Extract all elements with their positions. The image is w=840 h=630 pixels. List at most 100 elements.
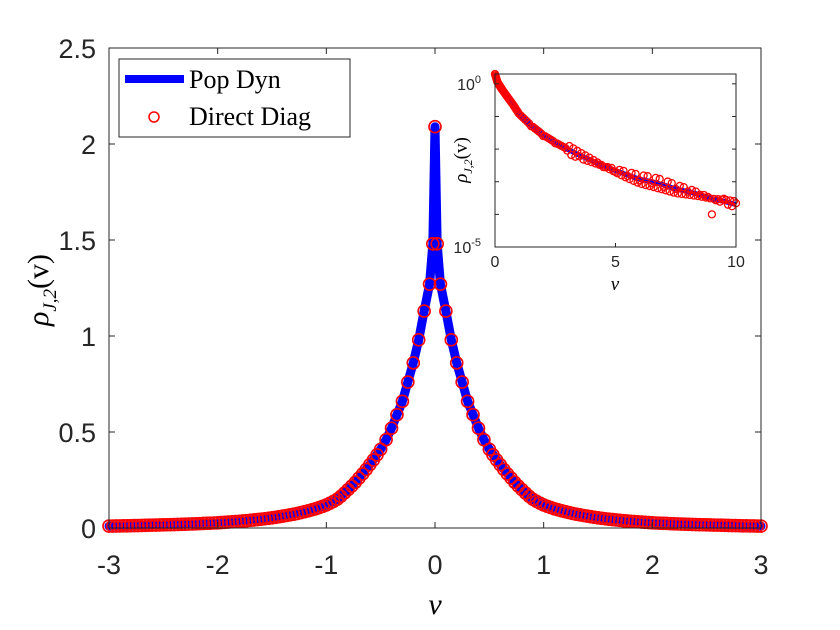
pop-dyn-line xyxy=(104,122,766,531)
inset-direct-diag-point xyxy=(522,117,532,126)
direct-diag-point xyxy=(178,517,192,531)
direct-diag-point xyxy=(736,518,750,533)
direct-diag-point xyxy=(649,516,663,530)
direct-diag-point xyxy=(113,519,127,533)
direct-diag-point xyxy=(207,516,221,530)
y-tick-label: 2 xyxy=(81,130,96,160)
direct-diag-point xyxy=(430,237,444,251)
direct-diag-point xyxy=(455,375,469,389)
direct-diag-point xyxy=(511,479,526,493)
inset-x-tick-label: 10 xyxy=(727,254,745,271)
legend: Pop Dyn Direct Diag xyxy=(118,58,351,138)
direct-diag-point xyxy=(411,333,426,347)
direct-diag-point xyxy=(428,119,442,134)
legend-direct-diag-marker xyxy=(148,111,160,123)
inset-direct-diag-point xyxy=(637,179,646,189)
tick-exponent: -5 xyxy=(471,237,481,249)
inset-direct-diag-point xyxy=(675,181,684,191)
direct-diag-point xyxy=(656,516,671,531)
direct-diag-point xyxy=(192,516,207,531)
direct-diag-point xyxy=(390,407,404,422)
inset-direct-diag-point xyxy=(611,167,620,177)
inset-direct-diag-point xyxy=(655,174,664,184)
direct-diag-point xyxy=(384,421,399,435)
direct-diag-point xyxy=(460,394,475,409)
direct-diag-point xyxy=(710,518,725,532)
direct-diag-point xyxy=(696,517,710,532)
direct-diag-point xyxy=(681,517,696,532)
inset-y-label-arg: (v) xyxy=(451,137,472,159)
direct-diag-point xyxy=(439,304,453,318)
inset-y-axis-label: ρJ,2(v) xyxy=(451,137,475,184)
direct-diag-point xyxy=(174,517,189,532)
inset-y-tick-label: 10-5 xyxy=(453,237,481,257)
direct-diag-point xyxy=(189,516,203,531)
direct-diag-point xyxy=(417,304,431,318)
x-tick-label: -1 xyxy=(314,550,338,580)
y-tick-label: 1.5 xyxy=(58,226,96,256)
legend-pop-dyn-label: Pop Dyn xyxy=(189,65,281,94)
direct-diag-point xyxy=(355,467,370,481)
direct-diag-point xyxy=(660,516,674,531)
direct-diag-point xyxy=(667,516,681,531)
direct-diag-point xyxy=(142,518,156,533)
inset-direct-diag-point xyxy=(581,151,590,160)
inset-direct-diag-point xyxy=(569,144,578,153)
y-label-arg: (v) xyxy=(22,254,55,289)
tick-base: 10 xyxy=(457,77,475,94)
inset-background xyxy=(495,74,736,247)
inset-direct-diag-point xyxy=(653,184,662,193)
direct-diag-point xyxy=(674,517,689,531)
direct-diag-point xyxy=(401,375,415,389)
direct-diag-point xyxy=(497,462,511,477)
inset-direct-diag-point xyxy=(633,178,642,187)
direct-diag-point xyxy=(714,518,728,533)
direct-diag-point xyxy=(152,518,167,532)
inset-direct-diag-point xyxy=(639,171,648,180)
direct-diag-point xyxy=(670,517,685,531)
direct-diag-point xyxy=(725,518,739,533)
inset-direct-diag-point xyxy=(621,173,630,182)
inset-direct-diag-point xyxy=(673,189,682,198)
y-label-rho: ρ xyxy=(22,312,55,327)
direct-diag-point xyxy=(131,518,145,533)
direct-diag-point xyxy=(109,519,124,533)
direct-diag-point xyxy=(145,518,160,532)
direct-diag-point xyxy=(352,471,366,485)
inset-direct-diag-point xyxy=(565,141,574,151)
direct-diag-point xyxy=(395,394,410,409)
direct-diag-point xyxy=(688,517,703,532)
direct-diag-point xyxy=(504,471,518,485)
direct-diag-point xyxy=(721,518,736,533)
inset-direct-diag-point xyxy=(689,191,698,200)
tick-exponent: 0 xyxy=(475,74,481,86)
inset-direct-diag-point xyxy=(657,185,666,194)
inset-x-tick-label: 5 xyxy=(611,254,620,271)
direct-diag-point xyxy=(466,407,480,422)
direct-diag-point xyxy=(341,482,355,497)
inset-direct-diag-point xyxy=(667,178,676,188)
direct-diag-point xyxy=(185,517,200,531)
direct-diag-point xyxy=(167,517,181,532)
direct-diag-point xyxy=(692,517,707,532)
direct-diag-point xyxy=(641,515,656,530)
inset-direct-diag-point xyxy=(549,137,558,146)
direct-diag-point xyxy=(181,517,196,531)
inset-direct-diag-point xyxy=(685,190,694,200)
inset-x-tick-label: 0 xyxy=(491,254,500,271)
direct-diag-point xyxy=(203,516,218,530)
direct-diag-point xyxy=(379,432,393,447)
inset-direct-diag-point xyxy=(587,157,596,167)
direct-diag-point xyxy=(515,482,529,497)
direct-diag-point xyxy=(127,518,142,533)
direct-diag-point xyxy=(449,356,464,370)
main-x-axis-label: v xyxy=(428,588,442,621)
y-tick-label: 1 xyxy=(81,322,96,352)
inset-direct-diag-point xyxy=(729,196,739,206)
inset-direct-diag-point xyxy=(617,171,626,180)
inset-direct-diag-point xyxy=(707,210,717,219)
direct-diag-point xyxy=(746,519,761,533)
direct-diag-point xyxy=(652,516,667,530)
direct-diag-point xyxy=(149,518,163,532)
direct-diag-point xyxy=(123,518,138,533)
